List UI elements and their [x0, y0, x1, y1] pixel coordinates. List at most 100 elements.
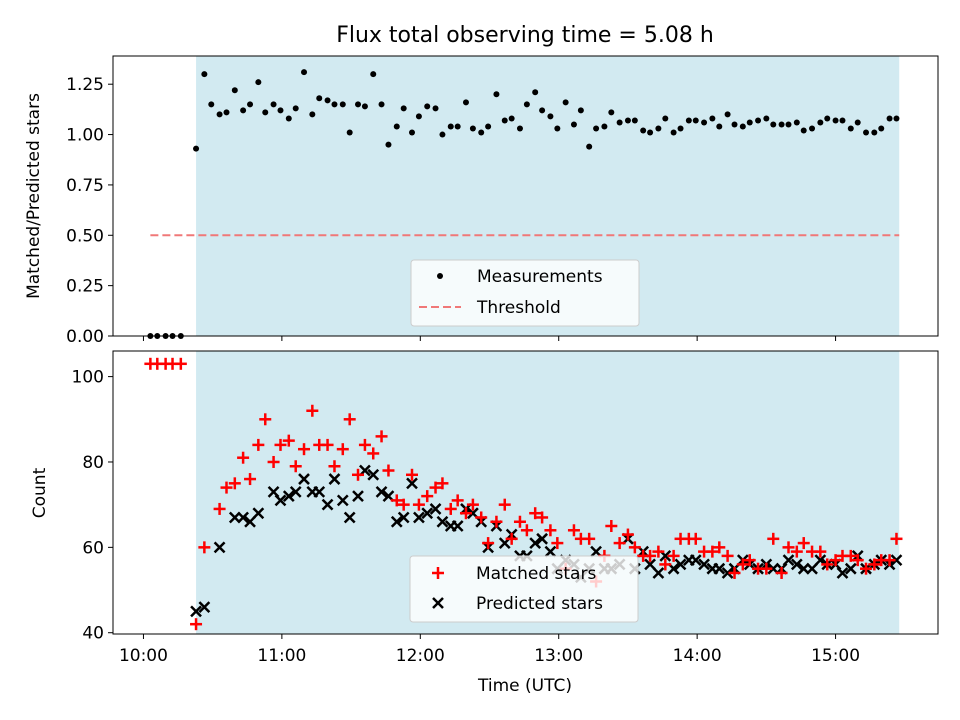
matched-star-point — [459, 507, 472, 520]
matched-star-point — [405, 468, 418, 481]
measurement-point — [408, 129, 415, 136]
matched-star-point — [821, 558, 834, 571]
matched-star-point — [382, 464, 395, 477]
chart-title: Flux total observing time = 5.08 h — [336, 23, 714, 48]
matched-star-point — [429, 481, 442, 494]
measurement-point — [223, 109, 230, 116]
matched-star-point — [390, 494, 403, 507]
y-tick-label: 0.25 — [66, 277, 104, 297]
measurement-point — [778, 121, 785, 128]
measurement-point — [378, 101, 385, 108]
matched-star-point — [544, 524, 557, 537]
measurement-point — [208, 101, 215, 108]
matched-star-point — [536, 511, 549, 524]
predicted-star-point — [421, 507, 434, 520]
measurement-point — [647, 129, 654, 136]
matched-star-point — [829, 554, 842, 567]
matched-star-point — [352, 468, 365, 481]
predicted-star-point — [237, 511, 250, 524]
matched-star-point — [259, 413, 272, 426]
top-panel-frame — [112, 55, 939, 337]
matched-star-point — [520, 524, 533, 537]
measurement-point — [493, 91, 500, 98]
predicted-star-point — [436, 515, 449, 528]
predicted-star-point — [321, 498, 334, 511]
predicted-star-point — [674, 558, 687, 571]
legend-label-threshold: Threshold — [476, 298, 561, 318]
matched-star-point — [890, 532, 903, 545]
measurement-point — [262, 109, 269, 116]
bottom-panel: 40 60 80 100 10:00 11:00 12:00 13:00 14:00 15:00… — [30, 350, 939, 696]
matched-star-point — [868, 558, 881, 571]
measurement-point — [370, 71, 377, 78]
y-tick-label: 0.75 — [66, 176, 104, 196]
measurement-point — [739, 123, 746, 130]
measurement-points — [147, 69, 900, 339]
matched-star-point — [358, 438, 371, 451]
matched-star-point — [198, 541, 211, 554]
measurement-point — [439, 131, 446, 138]
x-tick-label: 15:00 — [811, 646, 860, 666]
predicted-star-point — [244, 515, 256, 528]
measurement-point — [292, 105, 299, 112]
measurement-point — [301, 69, 308, 76]
measurement-point — [447, 123, 454, 130]
measurement-point — [478, 129, 485, 136]
legend-marker-measurements — [437, 273, 443, 279]
measurement-point — [424, 103, 431, 110]
matched-star-point — [482, 537, 495, 550]
measurement-point — [800, 127, 807, 134]
matched-star-point — [689, 532, 702, 545]
top-y-axis: 0.00 0.25 0.50 0.75 1.00 1.25 — [66, 75, 113, 347]
bottom-y-axis: 40 60 80 100 — [72, 368, 113, 644]
y-tick-label: 1.00 — [66, 126, 104, 146]
matched-star-point — [343, 413, 356, 426]
matched-star-point — [412, 498, 425, 511]
matched-star-point — [289, 460, 302, 473]
predicted-star-point — [782, 554, 795, 567]
y-tick-label: 0.50 — [66, 226, 104, 246]
predicted-star-point — [252, 507, 265, 520]
predicted-star-point — [313, 485, 326, 498]
measurement-point — [193, 145, 200, 152]
x-tick-label: 12:00 — [396, 646, 445, 666]
measurement-point — [216, 111, 223, 118]
measurement-point — [624, 117, 631, 124]
measurement-point — [640, 127, 647, 134]
measurement-point — [385, 141, 392, 148]
matched-star-point — [274, 438, 287, 451]
predicted-star-point — [328, 473, 341, 485]
matched-star-point — [706, 545, 719, 558]
legend-marker-predicted — [432, 597, 444, 609]
measurement-point — [685, 117, 692, 124]
matched-star-point — [444, 502, 457, 515]
matched-star-point — [583, 532, 596, 545]
predicted-star-point — [190, 605, 202, 618]
matched-star-point — [306, 404, 319, 417]
predicted-star-point — [390, 515, 403, 528]
predicted-star-point — [198, 601, 211, 613]
predicted-star-point — [343, 511, 356, 524]
measurement-point — [824, 115, 831, 122]
legend-marker-matched — [432, 567, 444, 579]
measurement-point — [331, 101, 338, 108]
measurement-point — [655, 125, 662, 132]
matched-star-point — [567, 524, 580, 537]
matched-star-point — [267, 455, 280, 468]
predicted-star-point — [352, 490, 364, 503]
predicted-star-point — [529, 537, 542, 549]
matched-star-point — [760, 562, 773, 575]
matched-star-point — [397, 498, 410, 511]
measurement-point — [746, 119, 753, 126]
matched-star-point — [466, 498, 479, 511]
legend-label-matched: Matched stars — [476, 564, 596, 584]
predicted-star-point — [397, 511, 410, 524]
measurement-point — [577, 107, 584, 114]
measurement-point — [454, 123, 461, 130]
matched-star-point — [298, 443, 311, 456]
measurement-point — [785, 121, 792, 128]
measurement-point — [501, 117, 508, 124]
matched-star-point — [505, 532, 518, 545]
matched-star-point — [659, 558, 672, 571]
top-legend-box — [410, 259, 640, 327]
